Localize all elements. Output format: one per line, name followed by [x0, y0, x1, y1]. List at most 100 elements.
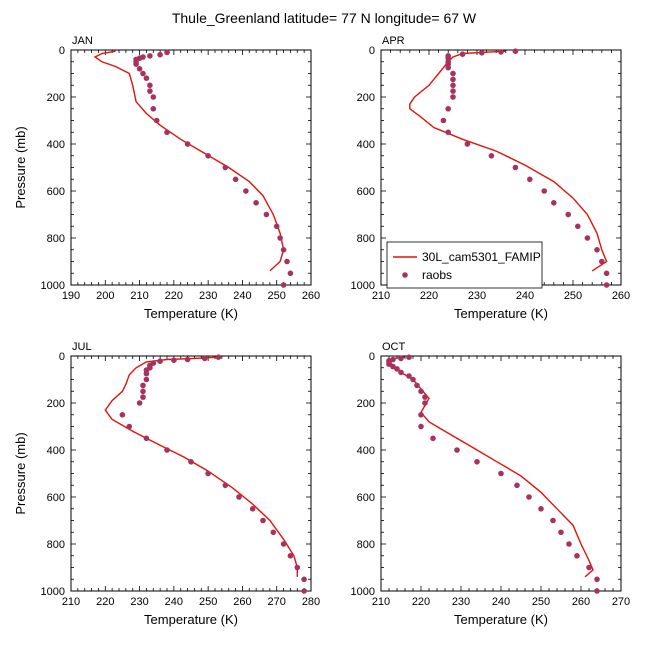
y-tick-label: 200 — [47, 92, 65, 104]
raobs-point — [445, 64, 452, 71]
raobs-point — [450, 88, 456, 94]
raobs-point — [565, 211, 571, 218]
raobs-point — [277, 235, 283, 241]
raobs-point — [164, 49, 170, 56]
raobs-point — [603, 270, 610, 277]
y-tick-label: 600 — [357, 186, 375, 198]
raobs-point — [594, 588, 600, 594]
raobs-point — [140, 382, 146, 389]
x-tick-label: 260 — [233, 596, 251, 608]
raobs-point — [150, 94, 157, 100]
y-tick-label: 200 — [47, 398, 65, 410]
x-tick-label: 210 — [62, 596, 80, 608]
raobs-point — [147, 88, 153, 94]
raobs-point — [243, 188, 249, 194]
model-profile-line — [409, 50, 608, 272]
raobs-point — [280, 247, 287, 253]
x-tick-label: 250 — [199, 596, 217, 608]
raobs-point — [551, 200, 557, 206]
raobs-point — [394, 366, 400, 372]
raobs-point — [260, 517, 266, 524]
raobs-point — [450, 70, 456, 77]
raobs-point — [140, 388, 146, 395]
raobs-point — [140, 394, 146, 400]
raobs-point — [464, 141, 471, 147]
raobs-point — [527, 176, 533, 183]
y-tick-label: 1000 — [41, 586, 65, 598]
x-tick-label: 210 — [372, 596, 390, 608]
raobs-point — [406, 373, 412, 379]
raobs-point — [263, 211, 270, 218]
x-tick-label: 240 — [165, 596, 183, 608]
raobs-point — [526, 494, 532, 500]
raobs-point — [143, 370, 150, 377]
raobs-point — [232, 176, 239, 183]
raobs-point — [418, 388, 424, 395]
raobs-point — [398, 369, 404, 376]
raobs-point — [119, 412, 126, 418]
raobs-point — [422, 394, 428, 400]
x-tick-label: 260 — [572, 596, 590, 608]
raobs-point — [236, 494, 242, 500]
raobs-point — [294, 564, 301, 571]
x-tick-label: 220 — [412, 596, 430, 608]
x-tick-label: 220 — [96, 596, 114, 608]
legend-obs-marker — [402, 272, 408, 278]
raobs-point — [147, 82, 153, 89]
raobs-point — [287, 553, 294, 559]
x-tick-label: 270 — [268, 596, 286, 608]
raobs-point — [273, 223, 280, 230]
x-tick-label: 210 — [372, 290, 390, 302]
x-tick-label: 260 — [302, 290, 320, 302]
y-tick-label: 400 — [357, 445, 375, 457]
raobs-point — [140, 70, 146, 77]
raobs-point — [222, 482, 229, 489]
x-tick-label: 270 — [612, 596, 630, 608]
raobs-point — [550, 517, 556, 524]
y-tick-label: 400 — [47, 139, 65, 151]
raobs-point — [450, 82, 456, 89]
y-tick-label: 0 — [59, 351, 65, 363]
raobs-point — [479, 50, 485, 56]
raobs-point — [205, 153, 211, 159]
raobs-point — [450, 76, 456, 83]
y-tick-label: 400 — [357, 139, 375, 151]
x-tick-label: 230 — [452, 596, 470, 608]
raobs-point — [498, 470, 504, 477]
y-tick-label: 400 — [47, 445, 65, 457]
y-axis-label: Pressure (mb) — [13, 126, 28, 208]
panel-jan: 190 200 210 220 230 240 250 260 0 200 400 600 800 100… — [13, 35, 320, 321]
raobs-point — [450, 94, 456, 100]
y-tick-label: 800 — [357, 539, 375, 551]
raobs-point — [249, 506, 256, 512]
raobs-point — [280, 541, 287, 547]
y-tick-label: 1000 — [351, 586, 375, 598]
y-tick-label: 800 — [47, 539, 65, 551]
raobs-point — [287, 270, 294, 277]
raobs-point — [164, 447, 170, 453]
raobs-point — [459, 51, 466, 57]
legend: 30L_cam5301_FAMIP raobs — [386, 241, 543, 289]
raobs-point — [594, 576, 600, 583]
raobs-point — [184, 356, 191, 363]
raobs-point — [270, 529, 277, 536]
raobs-point — [454, 447, 460, 453]
y-axis-label: Pressure (mb) — [13, 432, 28, 514]
y-tick-label: 800 — [357, 233, 375, 245]
x-tick-label: 250 — [268, 290, 286, 302]
raobs-point — [512, 164, 519, 171]
raobs-point — [143, 435, 150, 442]
raobs-point — [558, 529, 564, 536]
x-tick-label: 260 — [612, 290, 630, 302]
raobs-point — [566, 541, 572, 547]
raobs-point — [440, 117, 447, 124]
x-tick-label: 240 — [492, 596, 510, 608]
x-tick-label: 200 — [96, 290, 114, 302]
y-tick-label: 800 — [47, 233, 65, 245]
raobs-point — [406, 354, 412, 361]
figure-title: Thule_Greenland latitude= 77 N longitude… — [172, 10, 477, 26]
raobs-point — [153, 117, 160, 124]
raobs-point — [301, 576, 307, 583]
panel-label: JAN — [72, 35, 93, 47]
raobs-point — [599, 258, 605, 265]
